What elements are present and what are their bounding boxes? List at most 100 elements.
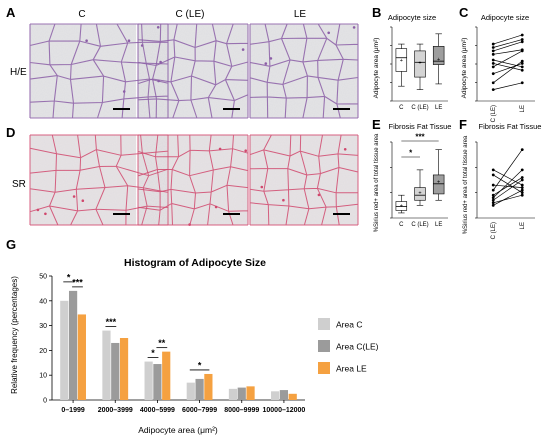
panel-letter-a: A xyxy=(6,5,16,20)
box-mean-marker: + xyxy=(437,179,440,185)
histogram-bar xyxy=(60,300,69,400)
significance-label: * xyxy=(151,348,155,358)
y-tick-label: 20 xyxy=(39,348,47,355)
significance-label: * xyxy=(67,272,71,282)
box-mean-marker: + xyxy=(400,58,403,64)
paired-point xyxy=(491,52,495,56)
adipocyte-cell-walls xyxy=(29,23,359,226)
x-tick-label: 0–1999 xyxy=(61,407,84,414)
legend-label: Area C xyxy=(336,320,362,330)
histogram-bar xyxy=(153,364,162,400)
legend-label: Area C(LE) xyxy=(336,342,379,352)
x-tick-label: 2000–3999 xyxy=(98,407,133,414)
column-label-le: LE xyxy=(294,9,307,20)
image-grain xyxy=(138,24,248,118)
histogram-bar xyxy=(246,386,255,400)
chart-b-title: Adipocyte size xyxy=(388,13,436,22)
chart-g-xlabel: Adipocyte area (μm²) xyxy=(138,425,218,435)
chart-adipocyte-histogram: Histogram of Adipocyte Size Relative fre… xyxy=(10,257,379,435)
paired-line xyxy=(493,49,523,55)
chart-g-title: Histogram of Adipocyte Size xyxy=(124,257,266,269)
y-tick-label: 10 xyxy=(39,373,47,380)
paired-line xyxy=(493,177,523,196)
paired-line xyxy=(493,189,523,206)
x-tick-label: 10000–12000 xyxy=(263,407,306,414)
paired-line xyxy=(493,59,523,68)
box-mean-marker: + xyxy=(400,203,403,209)
panel-letter-e: E xyxy=(372,117,381,132)
image-grain xyxy=(250,24,358,118)
panel-letter-g: G xyxy=(6,237,16,252)
box-body xyxy=(395,201,408,211)
paired-point xyxy=(520,62,524,65)
histogram-bar xyxy=(271,391,280,400)
chart-f-title: Fibrosis Fat Tissue xyxy=(479,122,542,131)
x-tick-label: LE xyxy=(435,222,442,228)
box-mean-marker: + xyxy=(437,57,440,63)
paired-point xyxy=(491,203,495,207)
paired-line xyxy=(493,41,523,52)
panel-letter-c: C xyxy=(459,5,469,20)
paired-point xyxy=(491,62,495,65)
paired-point xyxy=(491,81,495,85)
legend-swatch xyxy=(318,340,330,352)
y-tick-label: 30 xyxy=(39,323,47,330)
histogram-bar xyxy=(186,382,195,400)
significance-label: *** xyxy=(72,277,83,287)
histogram-bar xyxy=(119,338,129,400)
histogram-bar xyxy=(279,390,289,400)
paired-point xyxy=(520,178,524,182)
x-tick-label: C xyxy=(399,222,404,228)
significance-label: *** xyxy=(106,317,117,327)
chart-e-title: Fibrosis Fat Tissue xyxy=(389,122,452,131)
y-tick-label: 0 xyxy=(43,398,47,405)
paired-line xyxy=(493,179,523,201)
paired-point xyxy=(520,191,524,195)
row-label-he: H/E xyxy=(10,67,27,78)
paired-point xyxy=(491,49,495,53)
box-body xyxy=(414,50,426,78)
significance-label: *** xyxy=(415,133,425,142)
histogram-bar xyxy=(77,314,86,400)
column-label-c: C xyxy=(78,9,85,20)
chart-c-ylabel: Adipocyte area (μm²) xyxy=(461,38,468,99)
paired-point xyxy=(491,65,495,69)
legend-swatch xyxy=(318,318,330,330)
paired-line xyxy=(492,169,523,198)
significance-label: * xyxy=(409,149,413,158)
paired-point xyxy=(491,88,495,92)
x-tick-label: 4000–5999 xyxy=(140,407,175,414)
paired-point xyxy=(491,188,495,192)
histogram-bar xyxy=(204,373,213,400)
chart-adipocyte-size-paired: Adipocyte size Adipocyte area (μm²) C (L… xyxy=(461,13,535,122)
paired-point xyxy=(520,40,524,44)
image-grain xyxy=(250,135,358,225)
paired-point xyxy=(520,38,524,41)
panel-letter-f: F xyxy=(459,117,467,132)
histogram-bar xyxy=(111,342,120,400)
box-mean-marker: + xyxy=(418,60,421,66)
paired-point xyxy=(491,183,495,187)
paired-point xyxy=(491,201,495,205)
row-label-sr: SR xyxy=(12,179,26,190)
paired-line xyxy=(493,169,523,186)
histogram-bar xyxy=(195,378,204,400)
box-mean-marker: + xyxy=(418,191,421,197)
histogram-bar xyxy=(288,393,297,400)
paired-line xyxy=(493,34,523,45)
box-body xyxy=(432,46,445,65)
paired-point xyxy=(491,196,495,200)
legend-swatch xyxy=(318,362,330,374)
y-tick-label: 40 xyxy=(39,298,47,305)
paired-point xyxy=(520,186,524,190)
histogram-bar xyxy=(162,351,171,400)
column-label-c-le: C (LE) xyxy=(176,9,205,20)
legend-label: Area LE xyxy=(336,364,367,374)
histogram-bar xyxy=(102,330,111,400)
paired-point xyxy=(491,72,495,76)
paired-point xyxy=(520,148,524,152)
paired-line xyxy=(493,82,523,90)
paired-point xyxy=(520,49,524,53)
paired-point xyxy=(520,68,524,72)
x-tick-label: C (LE) xyxy=(411,222,428,228)
